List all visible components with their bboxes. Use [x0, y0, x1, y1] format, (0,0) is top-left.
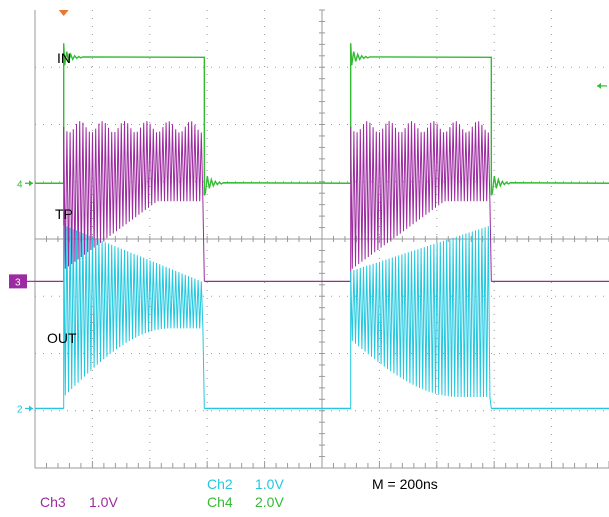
- trace-tp-burst: [63, 121, 205, 282]
- ch3-name: Ch3: [40, 494, 66, 510]
- trace-in: [35, 43, 609, 196]
- timebase: M = 200ns: [372, 476, 438, 492]
- trace-out-burst: [63, 225, 205, 409]
- trigger-position-marker: [58, 10, 69, 16]
- marker-ch4-arrowhead: [29, 180, 33, 187]
- channel-markers: 4 2 3: [9, 10, 607, 415]
- trigger-level-arrowhead: [597, 82, 601, 89]
- ch4-scale: 2.0V: [255, 494, 284, 510]
- ch4-name: Ch4: [207, 494, 233, 510]
- label-in: IN: [57, 50, 71, 66]
- trace-tp-burst: [350, 121, 492, 282]
- ch3-scale: 1.0V: [89, 494, 118, 510]
- marker-ch3-box: [9, 274, 27, 289]
- graticule: [34, 9, 609, 469]
- ch2-name: Ch2: [207, 476, 233, 492]
- label-tp: TP: [55, 206, 73, 222]
- marker-ch2: 2: [17, 404, 23, 415]
- marker-ch4: 4: [17, 179, 23, 190]
- trace-out-burst: [350, 226, 492, 409]
- label-out: OUT: [47, 330, 77, 346]
- marker-ch2-arrowhead: [29, 405, 33, 412]
- traces: [35, 43, 609, 410]
- marker-ch3: 3: [15, 277, 21, 288]
- ch2-scale: 1.0V: [255, 476, 284, 492]
